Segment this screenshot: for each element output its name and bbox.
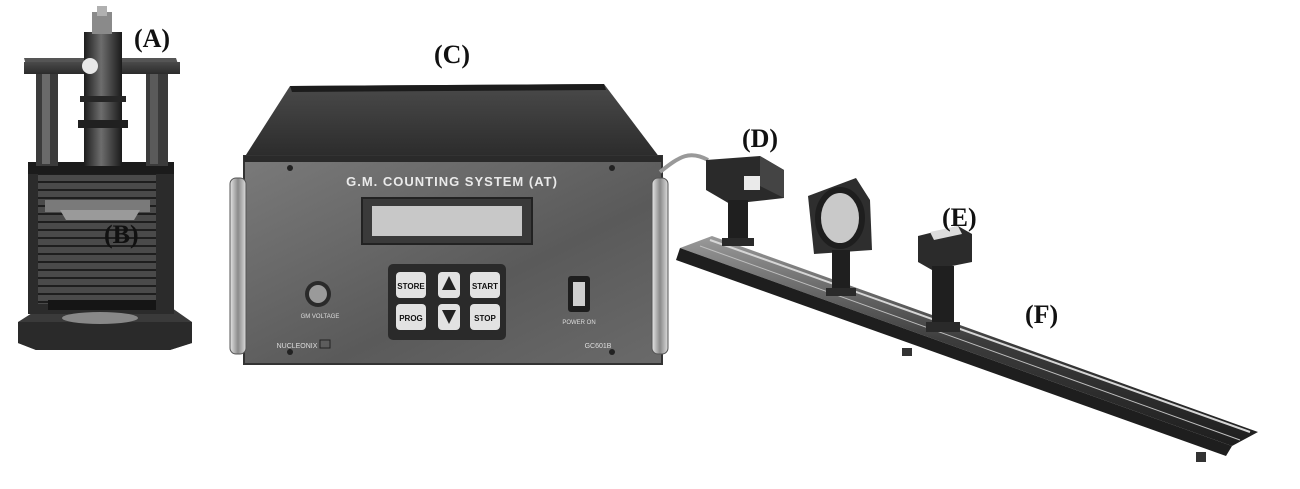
detector-holder [706,156,784,246]
triangle-down-icon[interactable] [442,310,456,324]
key-store-label[interactable]: STORE [397,282,425,291]
label-d: (D) [742,124,779,153]
label-c: (C) [434,40,471,69]
label-b: (B) [104,220,139,249]
label-e: (E) [942,203,977,232]
label-f: (F) [1025,300,1059,329]
source-ring-mount [808,178,872,296]
gm-counter-unit: G.M. COUNTING SYSTEM (AT) STORE START PR… [229,84,669,365]
knob-label: GM VOLTAGE [301,314,340,320]
model-label: GC601B [585,343,612,350]
label-a: (A) [134,24,171,53]
sample-rail [676,236,1258,462]
power-label: POWER ON [562,320,595,326]
triangle-up-icon[interactable] [442,276,456,290]
brand-label: NUCLEONIX [277,343,318,350]
key-prog-label[interactable]: PROG [399,314,423,323]
counter-title: G.M. COUNTING SYSTEM (AT) [346,174,558,189]
key-start-label[interactable]: START [472,282,498,291]
source-holder [918,226,972,332]
key-stop-label[interactable]: STOP [474,314,496,323]
gm-tube-stand [18,6,192,350]
